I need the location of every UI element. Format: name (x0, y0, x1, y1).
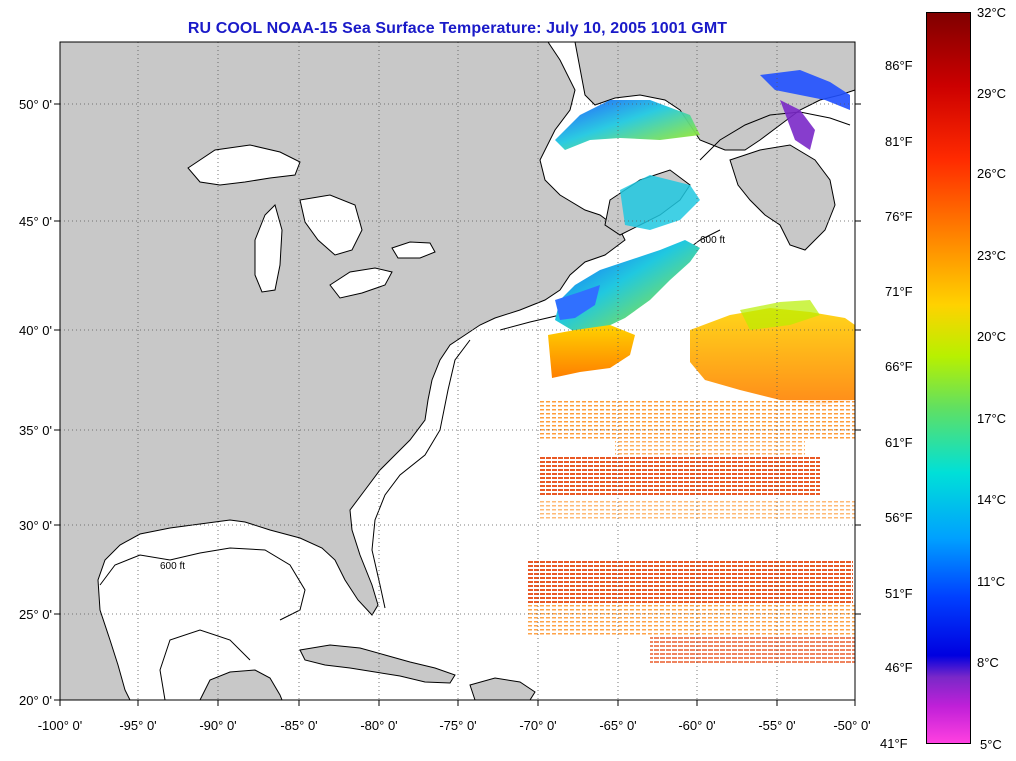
colorbar-c-label: 14°C (977, 492, 1007, 507)
colorbar-f-label: 51°F (885, 586, 913, 601)
longitude-labels: -100° 0' -95° 0' -90° 0' -85° 0' -80° 0'… (38, 718, 871, 733)
colorbar-c-label: 23°C (977, 248, 1007, 263)
colorbar-f-label: 76°F (885, 209, 913, 224)
map-gridlines (60, 42, 855, 700)
colorbar-f-label: 56°F (885, 510, 913, 525)
colorbar-f-label: 46°F (885, 660, 913, 675)
colorbar-f-label: 66°F (885, 359, 913, 374)
isobath-label: 600 ft (700, 235, 725, 246)
lon-tick-label: -75° 0' (439, 718, 476, 733)
colorbar-f-label: 71°F (885, 284, 913, 299)
map-ticks (54, 103, 861, 706)
map-title: RU COOL NOAA-15 Sea Surface Temperature:… (187, 20, 728, 37)
yucatan-land (199, 669, 283, 701)
lat-tick-label: 40° 0' (19, 323, 52, 338)
colorbar-c-label: 17°C (977, 411, 1007, 426)
colorbar-f-label: 41°F (880, 736, 908, 751)
lon-tick-label: -70° 0' (519, 718, 556, 733)
colorbar-c-label: 29°C (977, 86, 1007, 101)
lon-tick-label: -100° 0' (38, 718, 83, 733)
colorbar-c-label: 11°C (977, 574, 1006, 589)
cuba-land (299, 644, 456, 684)
colorbar-c-label: 32°C (977, 5, 1007, 20)
colorbar-c-label: 26°C (977, 166, 1007, 181)
lon-tick-label: -80° 0' (360, 718, 397, 733)
lon-tick-label: -50° 0' (833, 718, 870, 733)
lon-tick-label: -95° 0' (119, 718, 156, 733)
lat-tick-label: 30° 0' (19, 518, 52, 533)
north-america-land (59, 41, 626, 701)
lat-tick-label: 20° 0' (19, 693, 52, 708)
colorbar-c-label: 5°C (980, 737, 1002, 752)
lon-tick-label: -85° 0' (280, 718, 317, 733)
colorbar-f-label: 86°F (885, 58, 913, 73)
colorbar-c-label: 20°C (977, 329, 1007, 344)
lon-tick-label: -65° 0' (599, 718, 636, 733)
latitude-labels: 50° 0' 45° 0' 40° 0' 35° 0' 30° 0' 25° 0… (19, 97, 52, 708)
lon-tick-label: -55° 0' (758, 718, 795, 733)
lat-tick-label: 35° 0' (19, 423, 52, 438)
colorbar-f-label: 61°F (885, 435, 913, 450)
lon-tick-label: -90° 0' (199, 718, 236, 733)
lat-tick-label: 45° 0' (19, 214, 52, 229)
lat-tick-label: 50° 0' (19, 97, 52, 112)
lat-tick-label: 25° 0' (19, 607, 52, 622)
colorbar-c-label: 8°C (977, 655, 999, 670)
newfoundland-land (729, 144, 836, 251)
great-lakes (187, 144, 436, 299)
colorbar-f-label: 81°F (885, 134, 913, 149)
sst-data (528, 70, 855, 665)
lon-tick-label: -60° 0' (678, 718, 715, 733)
temperature-colorbar (926, 12, 971, 744)
isobath-label: 600 ft (160, 561, 185, 572)
